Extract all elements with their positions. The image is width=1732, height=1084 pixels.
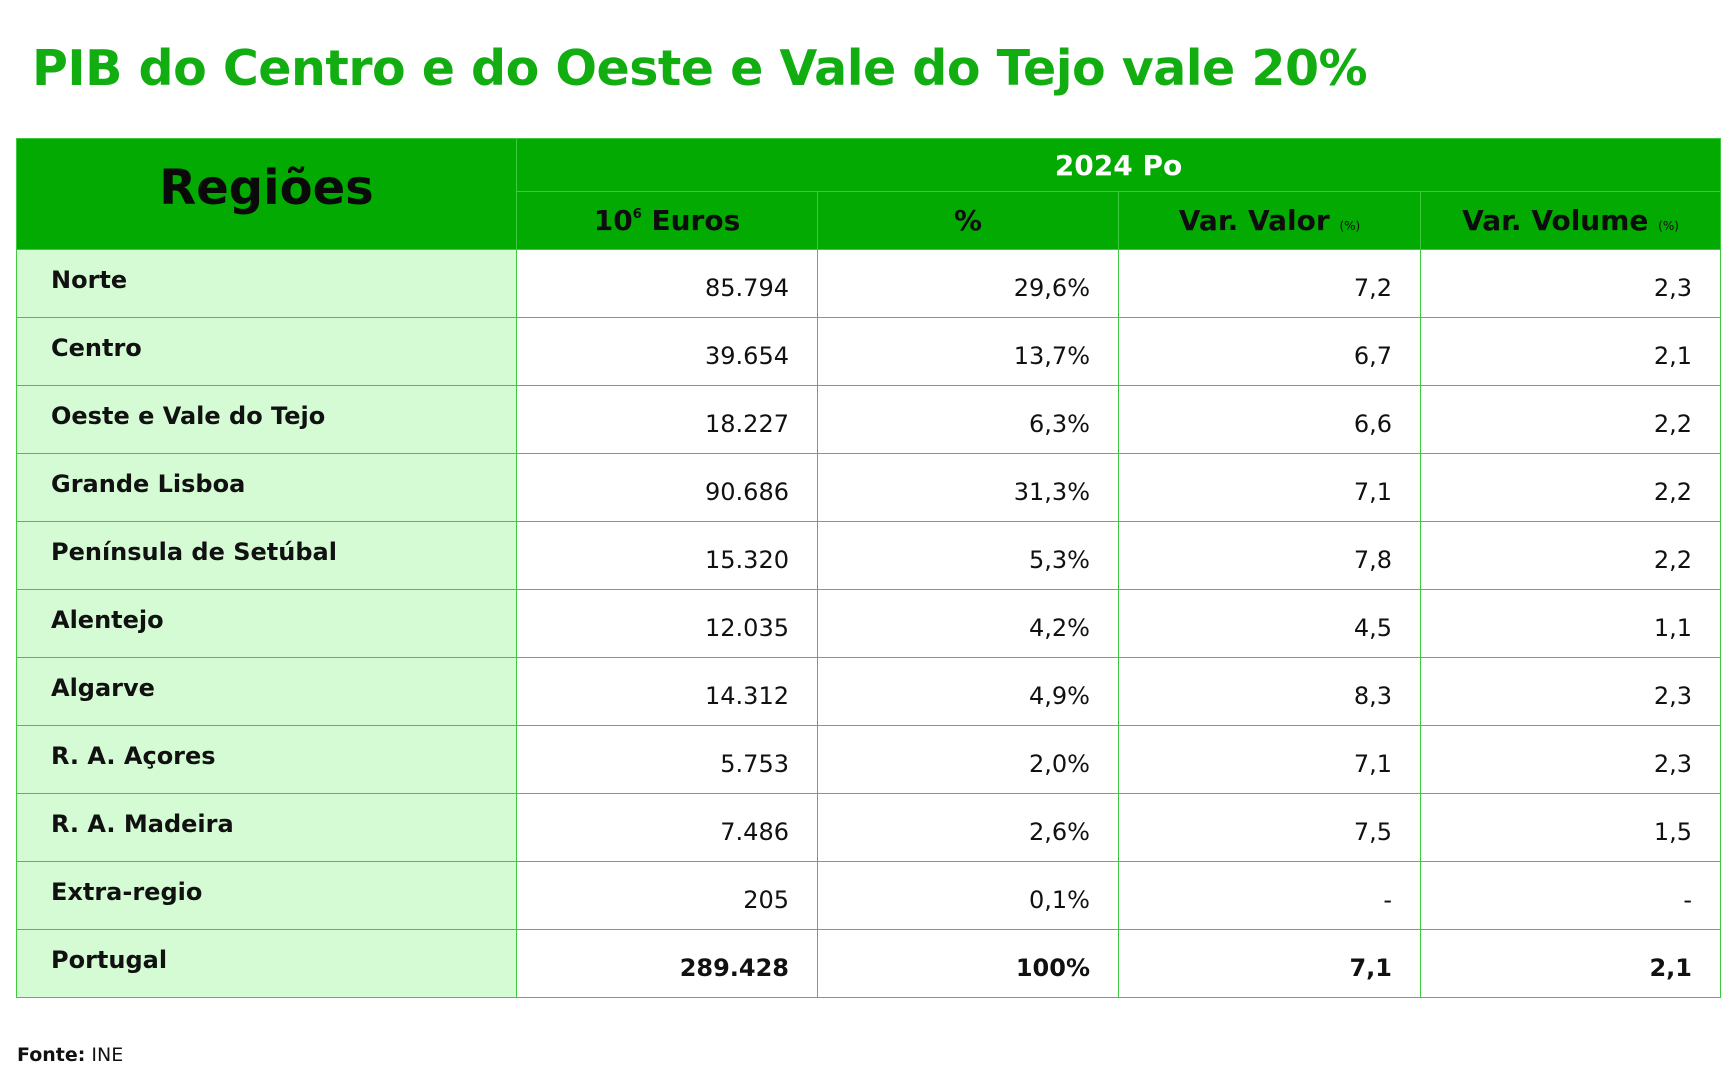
var-valor-cell: 6,6 [1118,385,1421,454]
euros-cell: 18.227 [516,385,818,454]
source-value: INE [91,1044,124,1066]
pct-cell: 2,6% [817,793,1119,862]
var-valor-header-unit: (%) [1339,219,1361,233]
table-row: Alentejo 12.035 4,2% 4,5 1,1 [16,589,1721,658]
var-valor-column-header: Var. Valor (%) [1118,191,1421,250]
pct-cell: 4,9% [817,657,1119,726]
region-cell: R. A. Madeira [16,793,517,862]
var-valor-cell: 8,3 [1118,657,1421,726]
euros-cell: 85.794 [516,249,818,318]
region-cell: R. A. Açores [16,725,517,794]
table-row: R. A. Açores 5.753 2,0% 7,1 2,3 [16,725,1721,794]
pct-cell: 29,6% [817,249,1119,318]
var-valor-cell: 7,1 [1118,453,1421,522]
region-cell: Extra-regio [16,861,517,930]
euros-cell: 289.428 [516,929,818,998]
euros-header-label: Euros [651,204,741,237]
euros-cell: 5.753 [516,725,818,794]
pct-cell: 13,7% [817,317,1119,386]
euros-cell: 7.486 [516,793,818,862]
var-volume-cell: 2,2 [1420,453,1721,522]
pct-cell: 6,3% [817,385,1119,454]
var-valor-cell: 7,2 [1118,249,1421,318]
page-title: PIB do Centro e do Oeste e Vale do Tejo … [32,40,1368,97]
var-valor-cell: 7,5 [1118,793,1421,862]
var-volume-header-label: Var. Volume [1462,204,1649,237]
var-volume-cell: 2,2 [1420,521,1721,590]
var-volume-header-unit: (%) [1658,219,1679,233]
pct-cell: 5,3% [817,521,1119,590]
pct-cell: 0,1% [817,861,1119,930]
gdp-table: Regiões 2024 Po 106 Euros % Var. Valor (… [16,138,1721,998]
region-cell: Centro [16,317,517,386]
table-row: R. A. Madeira 7.486 2,6% 7,5 1,5 [16,793,1721,862]
var-valor-cell: 7,1 [1118,929,1421,998]
euros-cell: 39.654 [516,317,818,386]
region-cell: Portugal [16,929,517,998]
var-volume-cell: 2,1 [1420,929,1721,998]
var-volume-cell: 2,3 [1420,249,1721,318]
var-volume-cell: 2,3 [1420,657,1721,726]
euros-cell: 90.686 [516,453,818,522]
source-label: Fonte: [17,1044,86,1066]
euros-cell: 12.035 [516,589,818,658]
pct-cell: 2,0% [817,725,1119,794]
source-note: Fonte: INE [17,1044,123,1066]
var-volume-cell: 2,1 [1420,317,1721,386]
region-cell: Península de Setúbal [16,521,517,590]
table-row: Península de Setúbal 15.320 5,3% 7,8 2,2 [16,521,1721,590]
region-cell: Algarve [16,657,517,726]
var-valor-cell: 7,8 [1118,521,1421,590]
regions-header: Regiões [16,138,517,250]
var-valor-header-label: Var. Valor [1178,204,1330,237]
var-valor-cell: 7,1 [1118,725,1421,794]
region-cell: Oeste e Vale do Tejo [16,385,517,454]
pct-column-header: % [817,191,1119,250]
region-cell: Grande Lisboa [16,453,517,522]
var-volume-cell: 1,5 [1420,793,1721,862]
pct-cell: 4,2% [817,589,1119,658]
euros-cell: 15.320 [516,521,818,590]
table-row: Norte 85.794 29,6% 7,2 2,3 [16,249,1721,318]
table-row: Extra-regio 205 0,1% - - [16,861,1721,930]
region-cell: Alentejo [16,589,517,658]
pct-cell: 100% [817,929,1119,998]
var-volume-column-header: Var. Volume (%) [1420,191,1721,250]
table-row: Centro 39.654 13,7% 6,7 2,1 [16,317,1721,386]
var-valor-cell: 4,5 [1118,589,1421,658]
var-valor-cell: - [1118,861,1421,930]
total-row: Portugal 289.428 100% 7,1 2,1 [16,929,1721,998]
var-volume-cell: 1,1 [1420,589,1721,658]
euros-column-header: 106 Euros [516,191,818,250]
region-cell: Norte [16,249,517,318]
table-row: Grande Lisboa 90.686 31,3% 7,1 2,2 [16,453,1721,522]
var-valor-cell: 6,7 [1118,317,1421,386]
euros-cell: 205 [516,861,818,930]
euros-header-base: 10 [593,204,633,237]
table-row: Oeste e Vale do Tejo 18.227 6,3% 6,6 2,2 [16,385,1721,454]
var-volume-cell: - [1420,861,1721,930]
year-header: 2024 Po [516,138,1721,192]
euros-cell: 14.312 [516,657,818,726]
table-row: Algarve 14.312 4,9% 8,3 2,3 [16,657,1721,726]
var-volume-cell: 2,2 [1420,385,1721,454]
euros-header-exponent: 6 [632,207,642,222]
pct-cell: 31,3% [817,453,1119,522]
var-volume-cell: 2,3 [1420,725,1721,794]
